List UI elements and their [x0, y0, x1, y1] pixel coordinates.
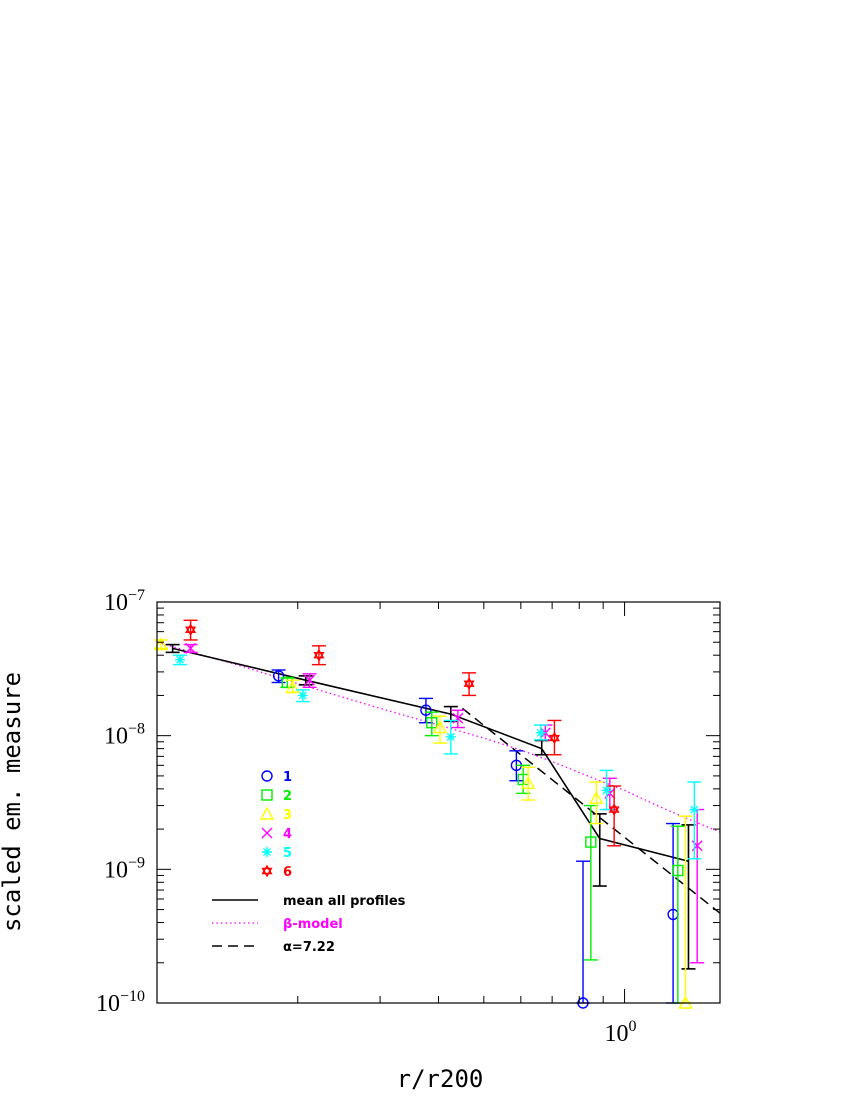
legend-label-3: 3 — [283, 808, 292, 823]
errorbar-series-6 — [462, 672, 477, 697]
point-series-4 — [304, 674, 316, 686]
beta-model-layer — [156, 641, 721, 833]
point-series-1 — [272, 670, 285, 682]
legend-label-beta-model: β-model — [283, 917, 343, 932]
errorbar-series-6 — [547, 719, 562, 756]
point-series-6 — [313, 648, 325, 662]
legend-label-alpha-fit: α=7.22 — [283, 940, 335, 955]
point-series-4 — [452, 712, 464, 724]
beta-model-line — [156, 641, 721, 833]
errorbar-series-2 — [424, 711, 439, 737]
errorbar-series-6 — [311, 645, 326, 666]
point-series-5 — [445, 731, 456, 742]
legend-label-mean-profile: mean all profiles — [283, 894, 406, 909]
legend-marker-4 — [261, 827, 273, 839]
errorbar-series-1 — [418, 697, 433, 724]
point-series-6 — [185, 623, 197, 637]
point-series-3 — [589, 790, 604, 804]
point-series-3 — [432, 720, 448, 734]
y-tick-label: 10−8 — [104, 721, 145, 750]
errorbar-series-6 — [183, 619, 198, 641]
y-tick-label: 10−7 — [104, 587, 145, 616]
point-series-3 — [285, 679, 300, 694]
series-4 — [183, 642, 705, 964]
legend-label-4: 4 — [283, 827, 292, 842]
legend-marker-5 — [262, 847, 272, 857]
legend-label-6: 6 — [283, 865, 292, 880]
plot-frame-layer: 10−7 10−8 10−9 10−10 100 — [96, 587, 721, 1047]
point-series-6 — [608, 803, 620, 816]
legend-marker-6 — [261, 864, 273, 878]
point-series-5 — [297, 690, 308, 701]
errorbar-series-1 — [576, 860, 591, 1004]
series-6 — [183, 619, 622, 847]
data-points-layer — [153, 619, 705, 1009]
y-axis-label: scaled em. measure — [0, 672, 26, 932]
series-1 — [271, 669, 681, 1009]
errorbar-series-5 — [687, 781, 702, 860]
legend-label-1: 1 — [283, 770, 292, 785]
errorbar-series-4 — [690, 808, 705, 964]
point-series-2 — [672, 864, 684, 877]
point-series-5 — [689, 804, 700, 815]
point-series-6 — [548, 731, 560, 745]
mean-profile-line — [172, 647, 689, 862]
point-series-2 — [426, 717, 438, 729]
errorbar-series-2 — [583, 804, 598, 961]
legend-label-2: 2 — [283, 789, 292, 804]
legend-marker-2 — [261, 789, 273, 801]
point-series-5 — [601, 785, 612, 796]
mean-profile-errorbar — [681, 824, 696, 970]
point-series-6 — [463, 677, 475, 691]
plot-frame — [156, 601, 721, 1004]
point-series-3 — [153, 637, 169, 651]
series-3 — [153, 637, 693, 1009]
errorbar-series-3 — [678, 815, 693, 1004]
point-series-3 — [520, 775, 536, 790]
legend-marker-1 — [261, 770, 273, 782]
x-tick-label: 100 — [605, 1018, 637, 1047]
series-5 — [173, 654, 702, 860]
point-series-5 — [175, 654, 186, 665]
point-series-2 — [585, 836, 597, 848]
x-axis-label: r/r200 — [397, 1065, 484, 1093]
point-series-1 — [420, 704, 432, 716]
legend-marker-3 — [259, 806, 275, 820]
point-series-4 — [185, 642, 197, 654]
legend-label-5: 5 — [283, 846, 292, 861]
y-tick-label: 10−10 — [96, 988, 145, 1017]
mean-profile-errorbar — [443, 705, 458, 723]
legend-layer: 1 2 3 4 5 6 mean all profiles β-model α=7.22 — [212, 770, 406, 955]
point-series-5 — [535, 727, 546, 738]
mean-profile-errorbar — [592, 813, 607, 887]
mean-profile-errorbar — [165, 643, 180, 654]
errorbar-series-3 — [521, 766, 536, 801]
y-tick-label: 10−9 — [104, 854, 145, 883]
mean-profile-errorbar — [534, 739, 549, 756]
